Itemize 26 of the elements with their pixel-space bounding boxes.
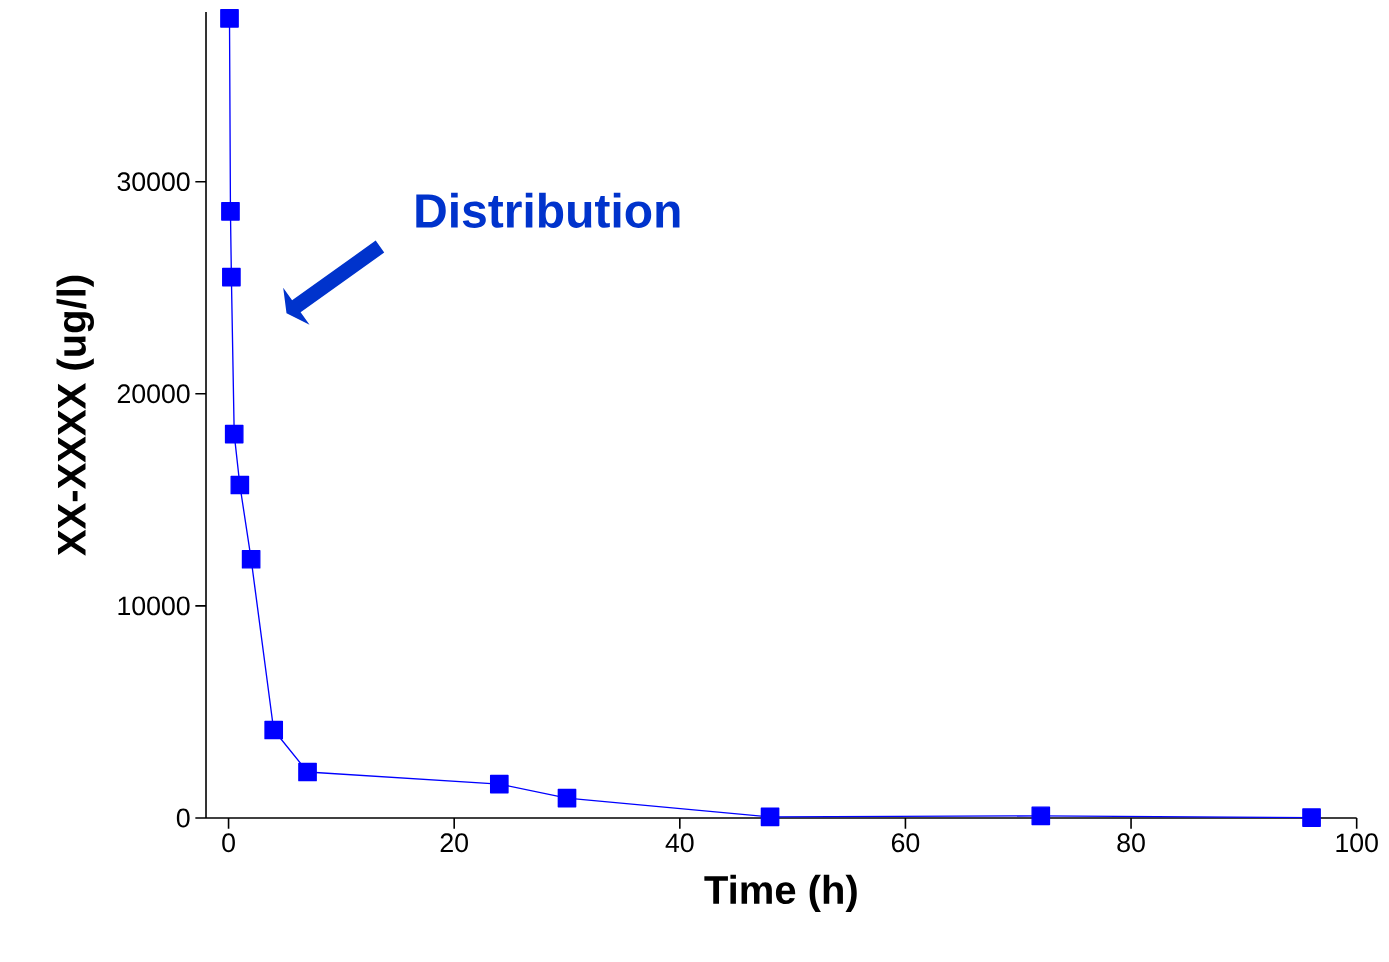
point — [557, 788, 577, 808]
point — [1031, 806, 1051, 826]
point — [222, 267, 241, 287]
x-tick-label: 100 — [1336, 833, 1378, 853]
y-axis-title: XX-XXXX (ug/l) — [56, 275, 94, 556]
point — [221, 202, 240, 221]
x-tick-label: 20 — [440, 833, 468, 853]
point — [241, 549, 261, 569]
point — [1302, 808, 1321, 827]
point — [298, 762, 317, 782]
x-tick-label: 0 — [222, 833, 235, 853]
point — [489, 774, 509, 794]
y-tick-label: 10000 — [118, 596, 190, 616]
x-tick-label: 80 — [1117, 833, 1145, 853]
x-tick-label: 40 — [665, 833, 694, 853]
y-tick-label: 20000 — [117, 384, 190, 404]
point — [760, 807, 780, 827]
point — [264, 720, 284, 740]
point — [230, 475, 250, 495]
point — [220, 9, 239, 28]
annotation: Distribution — [416, 192, 680, 228]
x-tick-label: 60 — [891, 833, 920, 853]
y-tick-label: 0 — [176, 808, 190, 828]
x-axis-title: Time (h) — [704, 874, 857, 913]
point — [224, 424, 244, 444]
y-tick-label: 30000 — [117, 172, 190, 192]
